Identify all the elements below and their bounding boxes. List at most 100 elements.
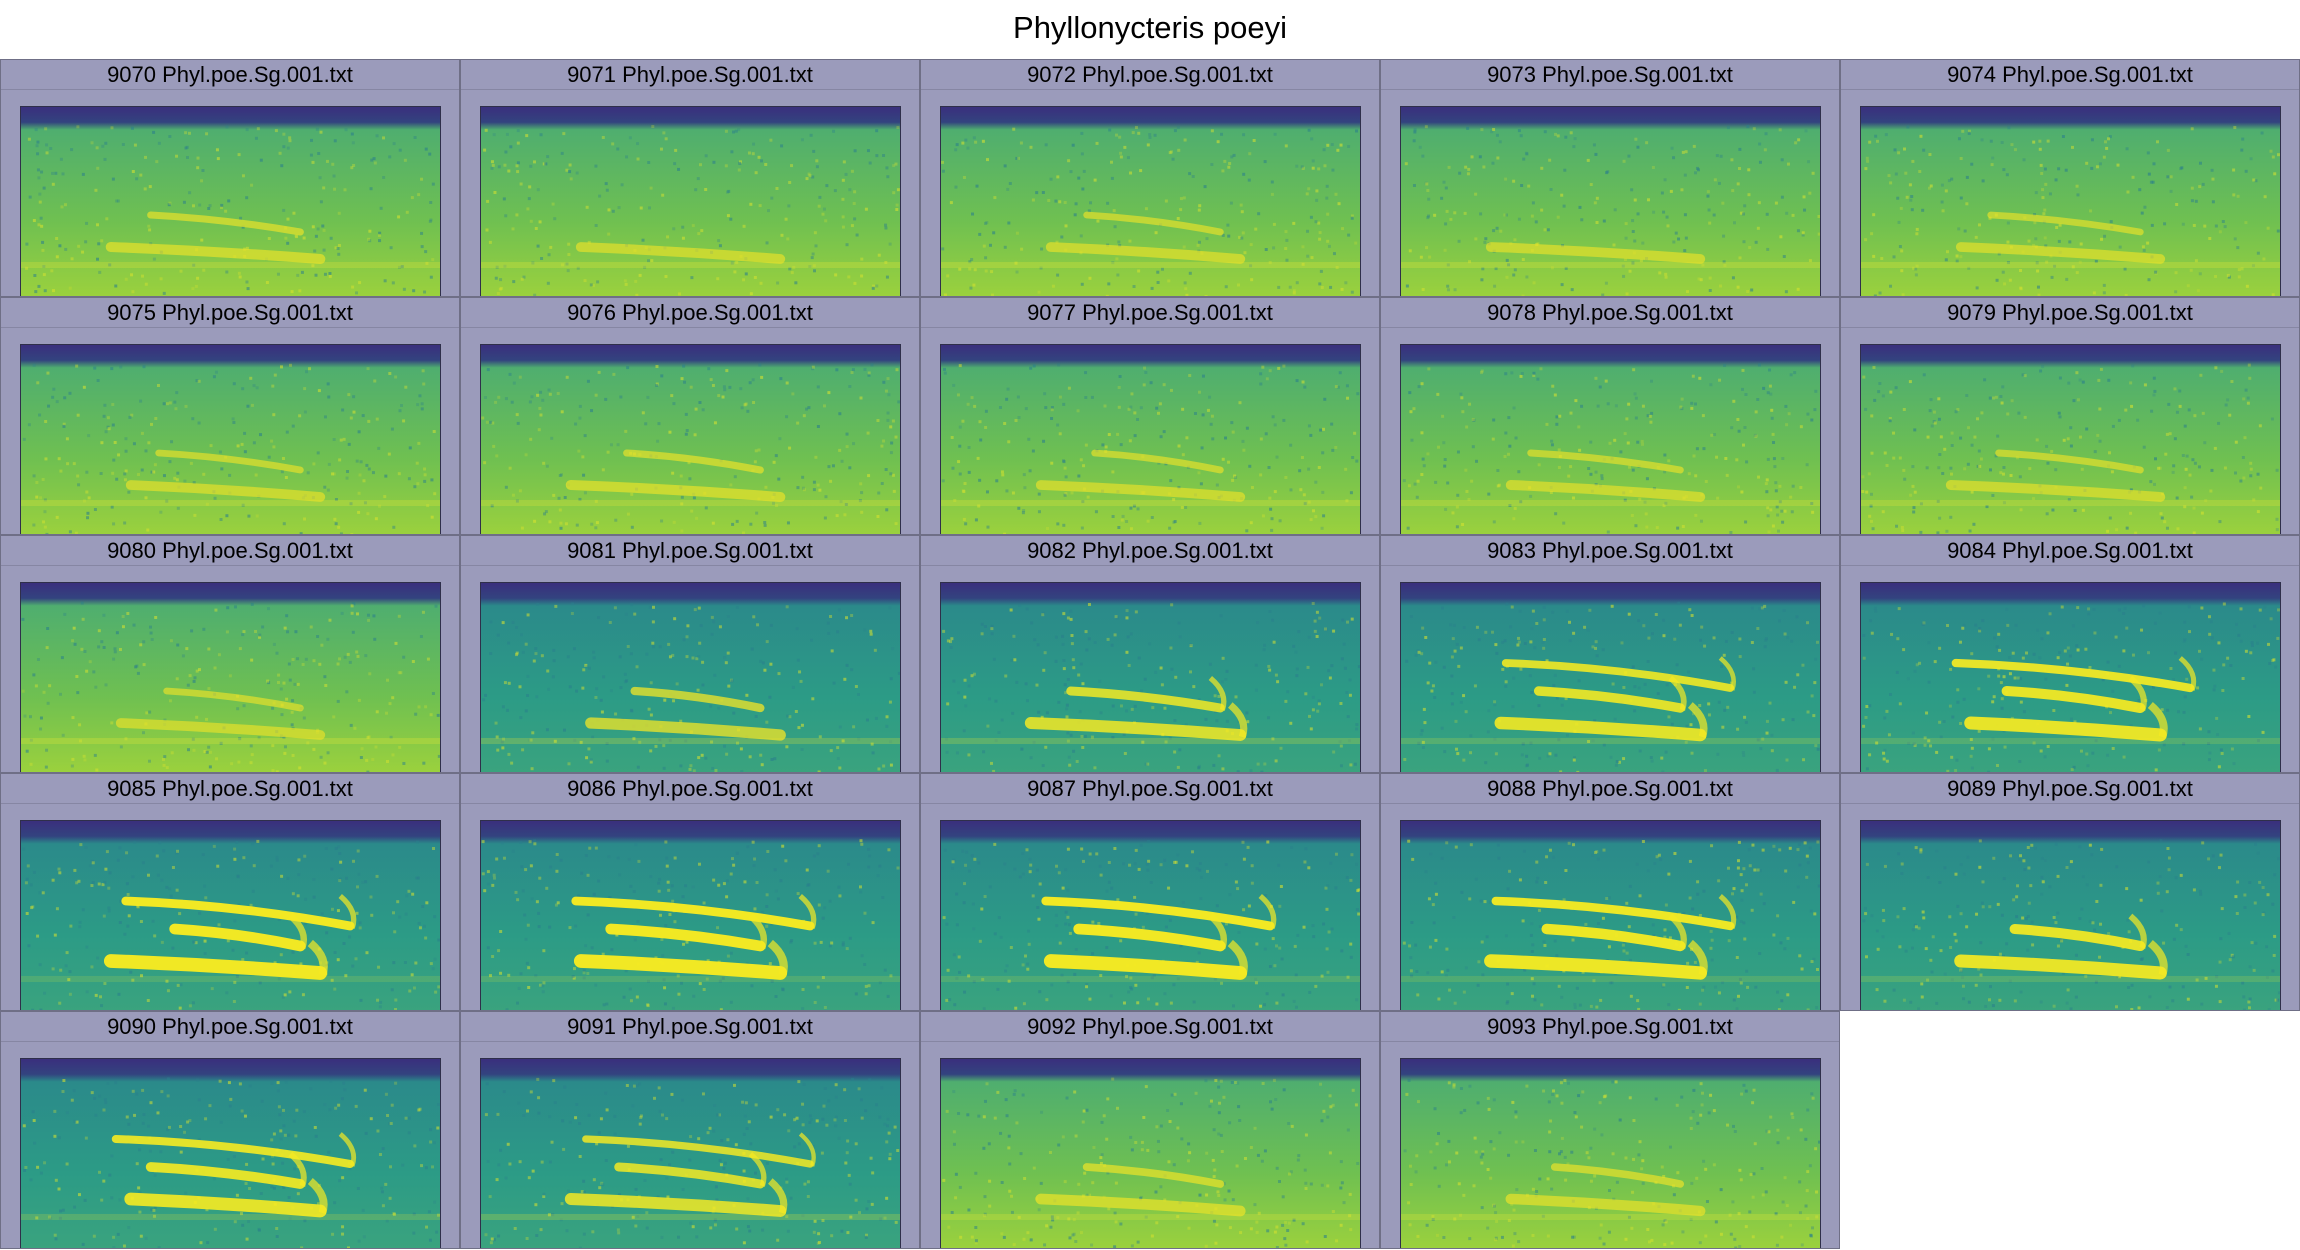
noise-speck	[559, 521, 563, 525]
noise-speck	[1681, 150, 1685, 154]
noise-speck	[201, 853, 205, 857]
noise-speck	[1672, 156, 1676, 160]
noise-speck	[394, 375, 398, 379]
noise-speck	[2233, 126, 2237, 129]
noise-speck	[1724, 639, 1728, 643]
noise-speck	[2174, 271, 2178, 275]
noise-speck	[511, 620, 515, 624]
noise-speck	[1799, 425, 1803, 429]
noise-speck	[850, 668, 854, 672]
noise-speck	[1271, 937, 1275, 941]
noise-speck	[722, 385, 726, 389]
noise-speck	[1474, 237, 1478, 241]
noise-speck	[281, 995, 285, 999]
noise-speck	[1726, 126, 1730, 130]
noise-speck	[943, 371, 947, 375]
noise-speck	[131, 978, 135, 982]
noise-speck	[1307, 424, 1311, 428]
noise-speck	[1024, 954, 1027, 958]
noise-speck	[351, 964, 355, 968]
noise-speck	[137, 473, 141, 476]
noise-speck	[291, 658, 295, 661]
noise-speck	[1817, 215, 1820, 218]
noise-speck	[1329, 861, 1333, 865]
noise-speck	[2234, 471, 2238, 475]
noise-speck	[1238, 235, 1242, 239]
noise-speck	[146, 873, 150, 877]
noise-speck	[1912, 510, 1916, 514]
noise-speck	[2137, 699, 2141, 702]
noise-speck	[1336, 148, 1340, 152]
noise-speck	[1639, 259, 1643, 263]
noise-speck	[1937, 397, 1941, 401]
noise-speck	[738, 160, 742, 164]
noise-speck	[249, 744, 253, 748]
noise-speck	[552, 493, 556, 497]
noise-speck	[1989, 139, 1993, 143]
noise-speck	[1912, 742, 1916, 746]
noise-speck	[366, 512, 370, 516]
noise-speck	[153, 463, 157, 467]
noise-speck	[986, 724, 990, 728]
noise-speck	[822, 207, 826, 211]
noise-speck	[1665, 215, 1669, 219]
noise-speck	[678, 292, 682, 296]
noise-speck	[645, 652, 649, 656]
noise-speck	[233, 605, 237, 609]
noise-speck	[1078, 906, 1082, 910]
noise-speck	[688, 477, 692, 481]
noise-speck	[788, 446, 792, 450]
noise-speck	[70, 257, 74, 261]
noise-speck	[1040, 247, 1044, 251]
noise-speck	[961, 419, 965, 423]
noise-speck	[967, 869, 971, 873]
noise-speck	[2197, 649, 2201, 653]
noise-speck	[776, 897, 780, 901]
noise-speck	[1622, 686, 1626, 689]
noise-speck	[1080, 735, 1084, 738]
noise-speck	[1890, 632, 1894, 636]
noise-speck	[605, 188, 609, 192]
noise-speck	[1681, 525, 1685, 528]
noise-speck	[853, 149, 857, 153]
noise-speck	[1919, 502, 1923, 506]
noise-speck	[845, 432, 849, 436]
noise-speck	[886, 994, 890, 998]
noise-speck	[780, 233, 784, 237]
noise-speck	[428, 220, 432, 223]
noise-speck	[2064, 168, 2068, 172]
noise-speck	[432, 430, 436, 433]
noise-speck	[818, 195, 822, 199]
noise-speck	[1985, 505, 1989, 509]
noise-speck	[1484, 237, 1488, 241]
noise-speck	[1571, 843, 1575, 847]
noise-speck	[2228, 413, 2232, 417]
noise-speck	[283, 745, 287, 749]
noise-speck	[1927, 641, 1931, 645]
noise-speck	[2065, 277, 2069, 281]
noise-speck	[723, 744, 727, 748]
noise-speck	[753, 276, 757, 279]
noise-speck	[1988, 396, 1992, 400]
noise-speck	[1201, 374, 1205, 378]
noise-speck	[1878, 382, 1882, 385]
noise-speck	[503, 264, 507, 268]
noise-speck	[162, 474, 166, 478]
noise-speck	[82, 499, 86, 503]
noise-speck	[1813, 408, 1817, 412]
noise-speck	[1259, 382, 1263, 386]
noise-speck	[1197, 208, 1201, 212]
noise-speck	[1932, 420, 1936, 424]
noise-speck	[2187, 408, 2191, 412]
noise-speck	[92, 670, 96, 674]
noise-speck	[1496, 469, 1500, 472]
noise-speck	[1735, 1007, 1739, 1010]
noise-speck	[1493, 284, 1497, 288]
noise-speck	[1510, 967, 1514, 971]
noise-speck	[77, 483, 81, 487]
noise-speck	[1294, 1005, 1298, 1009]
noise-speck	[2167, 402, 2171, 406]
noise-speck	[291, 754, 295, 757]
noise-speck	[1424, 636, 1428, 639]
noise-speck	[34, 290, 38, 294]
